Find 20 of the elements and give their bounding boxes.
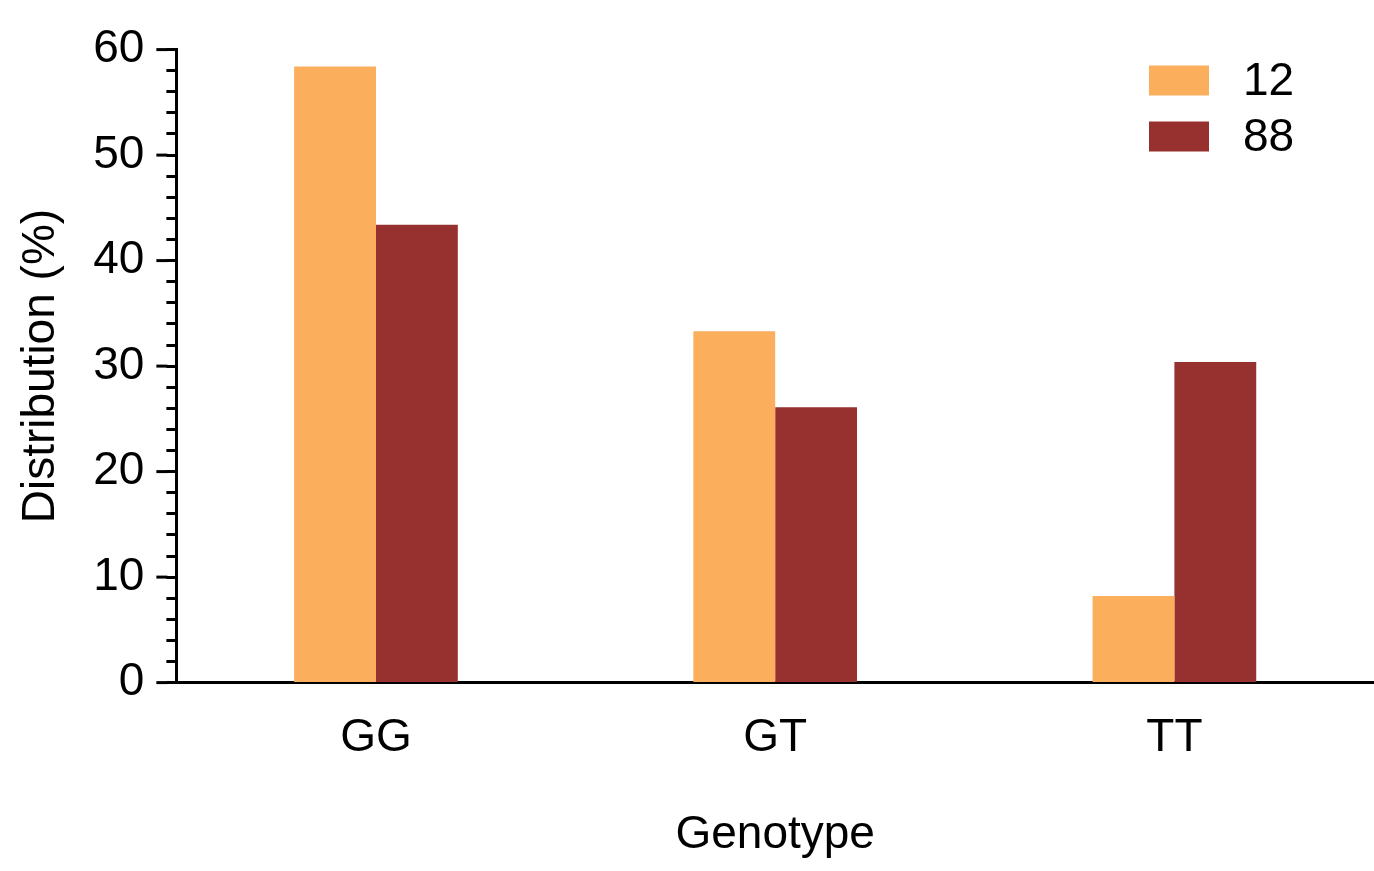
y-tick-label: 10 [93,547,145,600]
x-tick-label: TT [1146,708,1203,761]
y-tick-label: 30 [93,336,145,389]
y-tick-label: 40 [93,231,145,284]
y-axis-title: Distribution (%) [12,208,65,524]
bar [775,407,858,683]
y-tick-label: 20 [93,442,145,495]
legend-label: 88 [1243,109,1295,162]
x-axis-title: Genotype [675,806,875,859]
bar [1092,596,1175,683]
bar [693,331,776,683]
y-tick-label: 60 [93,20,145,73]
y-tick-label: 0 [118,653,145,706]
x-tick-label: GT [743,708,808,761]
legend-label: 12 [1243,53,1295,106]
bar [294,66,376,683]
x-tick-label: GG [340,708,412,761]
y-tick-label: 50 [93,125,145,178]
bar [375,224,458,683]
bar [1174,361,1257,683]
